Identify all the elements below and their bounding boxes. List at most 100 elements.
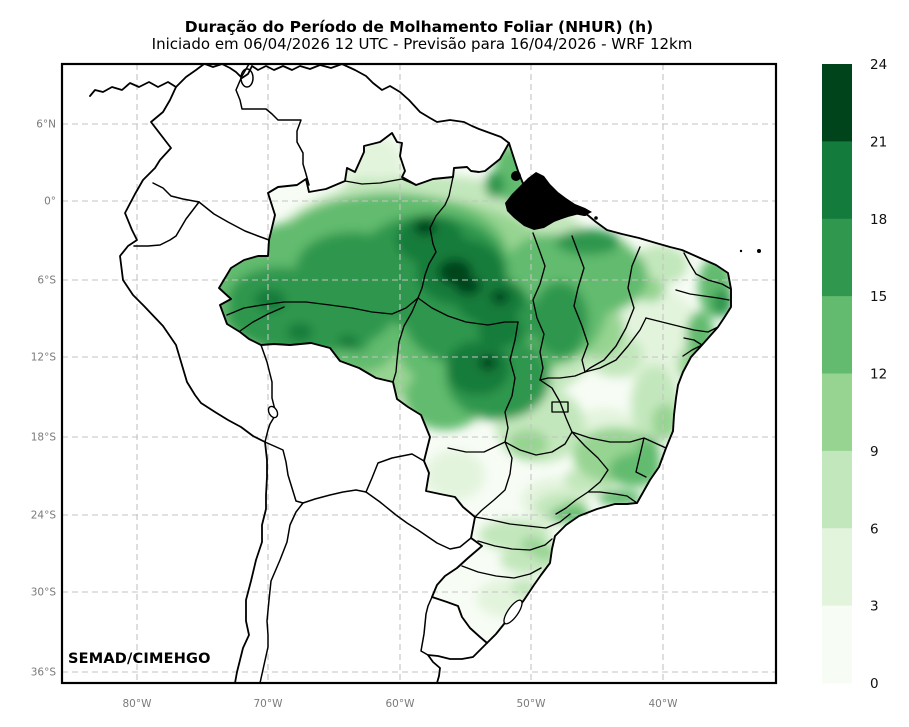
page-title: Duração do Período de Molhamento Foliar … xyxy=(184,18,654,36)
y-tick-label: 6°N xyxy=(36,119,56,131)
state-border-mt-go xyxy=(504,321,519,443)
state-border-ba-mg xyxy=(571,431,667,449)
border-bolivia-paraguay xyxy=(365,453,425,493)
nhur-value-blob xyxy=(451,270,465,280)
brazil-outline xyxy=(218,132,732,644)
state-border-es xyxy=(635,437,647,478)
state-border-roraima xyxy=(344,178,417,186)
state-border-pa-mt xyxy=(417,297,519,326)
state-border-ma-pi xyxy=(571,235,589,373)
y-tick-label: 0° xyxy=(44,196,56,208)
x-tick-label: 70°W xyxy=(254,698,284,710)
colorbar-segment xyxy=(822,450,852,529)
state-border-sc-rs xyxy=(461,565,542,579)
colorbar: 24 21 18 15 12 9 6 3 0 xyxy=(822,57,887,692)
state-border-pb-pe xyxy=(675,289,730,301)
y-axis-labels: 6°N 0° 6°S 12°S 18°S 24°S 30°S 36°S xyxy=(31,119,57,679)
y-tick-label: 24°S xyxy=(31,510,57,522)
colorbar-segment xyxy=(822,605,852,684)
colorbar-tick-label: 18 xyxy=(870,212,887,228)
state-border-ba-north xyxy=(539,371,586,381)
border-paraguay-argentina xyxy=(365,491,472,550)
nhur-value-blob xyxy=(485,172,505,198)
colorbar-tick-label: 9 xyxy=(870,444,879,460)
state-border-df xyxy=(551,401,569,413)
atlantic-islands xyxy=(739,249,761,253)
x-axis-labels: 80°W 70°W 60°W 50°W 40°W xyxy=(123,698,679,710)
colorbar-tick-label: 24 xyxy=(870,57,887,73)
credit-watermark: SEMAD/CIMEHGO xyxy=(68,651,211,667)
coastline-panama xyxy=(89,64,205,97)
coastline-pacific xyxy=(119,86,268,683)
colorbar-tick-label: 3 xyxy=(870,599,879,615)
border-venezuela-colombia xyxy=(235,64,310,186)
nhur-value-blob xyxy=(461,280,471,288)
colorbar-segment xyxy=(822,373,852,452)
y-tick-label: 12°S xyxy=(31,352,57,364)
nhur-value-blob xyxy=(511,579,539,597)
state-border-mg-sp-rj xyxy=(555,431,638,515)
nhur-value-blob xyxy=(287,323,313,341)
page-subtitle: Iniciado em 06/04/2026 12 UTC - Previsão… xyxy=(151,35,693,53)
x-tick-label: 40°W xyxy=(649,698,679,710)
state-border-ce-rn xyxy=(683,252,731,290)
state-border-go-mg xyxy=(504,431,573,456)
nhur-value-blob xyxy=(478,313,522,347)
colorbar-tick-label: 21 xyxy=(870,134,887,150)
state-border-pr-sc xyxy=(477,538,553,551)
colorbar-tick-label: 12 xyxy=(870,367,887,383)
island-dot-1 xyxy=(739,249,743,253)
colorbar-tick-label: 0 xyxy=(870,676,879,692)
border-ecuador-peru xyxy=(133,201,200,247)
nhur-value-blob xyxy=(532,282,588,358)
island-dot-2 xyxy=(757,249,761,253)
y-tick-label: 18°S xyxy=(31,432,57,444)
nhur-value-blob xyxy=(338,335,358,349)
border-argentina-uruguay xyxy=(420,596,433,656)
amazon-mouth-region xyxy=(505,171,598,230)
map-area xyxy=(62,64,776,683)
state-border-ms xyxy=(447,441,513,518)
border-peru-bolivia xyxy=(260,344,277,443)
state-border-al-se xyxy=(682,337,703,357)
nhur-value-blob xyxy=(491,290,509,304)
colorbar-tick-label: 6 xyxy=(870,521,879,537)
state-border-ro-mt xyxy=(392,297,419,383)
nhur-shading-raster xyxy=(219,136,731,618)
x-tick-label: 50°W xyxy=(517,698,547,710)
x-tick-label: 60°W xyxy=(386,698,416,710)
nhur-value-blob xyxy=(712,289,731,317)
nhur-value-blob xyxy=(296,232,408,304)
brazil-state-borders xyxy=(226,176,731,579)
colorbar-segment xyxy=(822,296,852,374)
colorbar-tick-label: 15 xyxy=(870,289,887,305)
x-tick-label: 80°W xyxy=(123,698,153,710)
nhur-value-blob xyxy=(652,404,678,440)
state-border-am-south xyxy=(226,297,419,316)
lagoa-dos-patos xyxy=(503,599,523,625)
nhur-value-blob xyxy=(598,490,642,506)
colorbar-segment xyxy=(822,141,852,220)
state-border-acre xyxy=(239,306,285,332)
nhur-value-blob xyxy=(446,341,510,395)
plot-frame xyxy=(60,62,778,685)
state-border-am-pa xyxy=(417,176,454,299)
coastline-caribbean-guianas xyxy=(204,64,510,144)
y-tick-label: 6°S xyxy=(37,275,56,287)
border-colombia-ecuador xyxy=(152,182,200,203)
y-tick-label: 30°S xyxy=(31,587,57,599)
state-border-pe-ba xyxy=(645,317,719,333)
state-border-ba-pi xyxy=(584,317,647,373)
nhur-value-blob xyxy=(479,356,497,370)
nhur-value-blob xyxy=(556,229,620,255)
coastlines-borders xyxy=(89,64,732,683)
state-border-pi-ce xyxy=(584,246,641,373)
colorbar-segment xyxy=(822,528,852,607)
graticule xyxy=(62,64,776,683)
border-colombia-peru xyxy=(198,201,270,241)
state-border-sp-pr xyxy=(474,513,571,529)
nhur-value-blob xyxy=(425,450,485,500)
amazon-mouth-blob xyxy=(505,172,592,230)
